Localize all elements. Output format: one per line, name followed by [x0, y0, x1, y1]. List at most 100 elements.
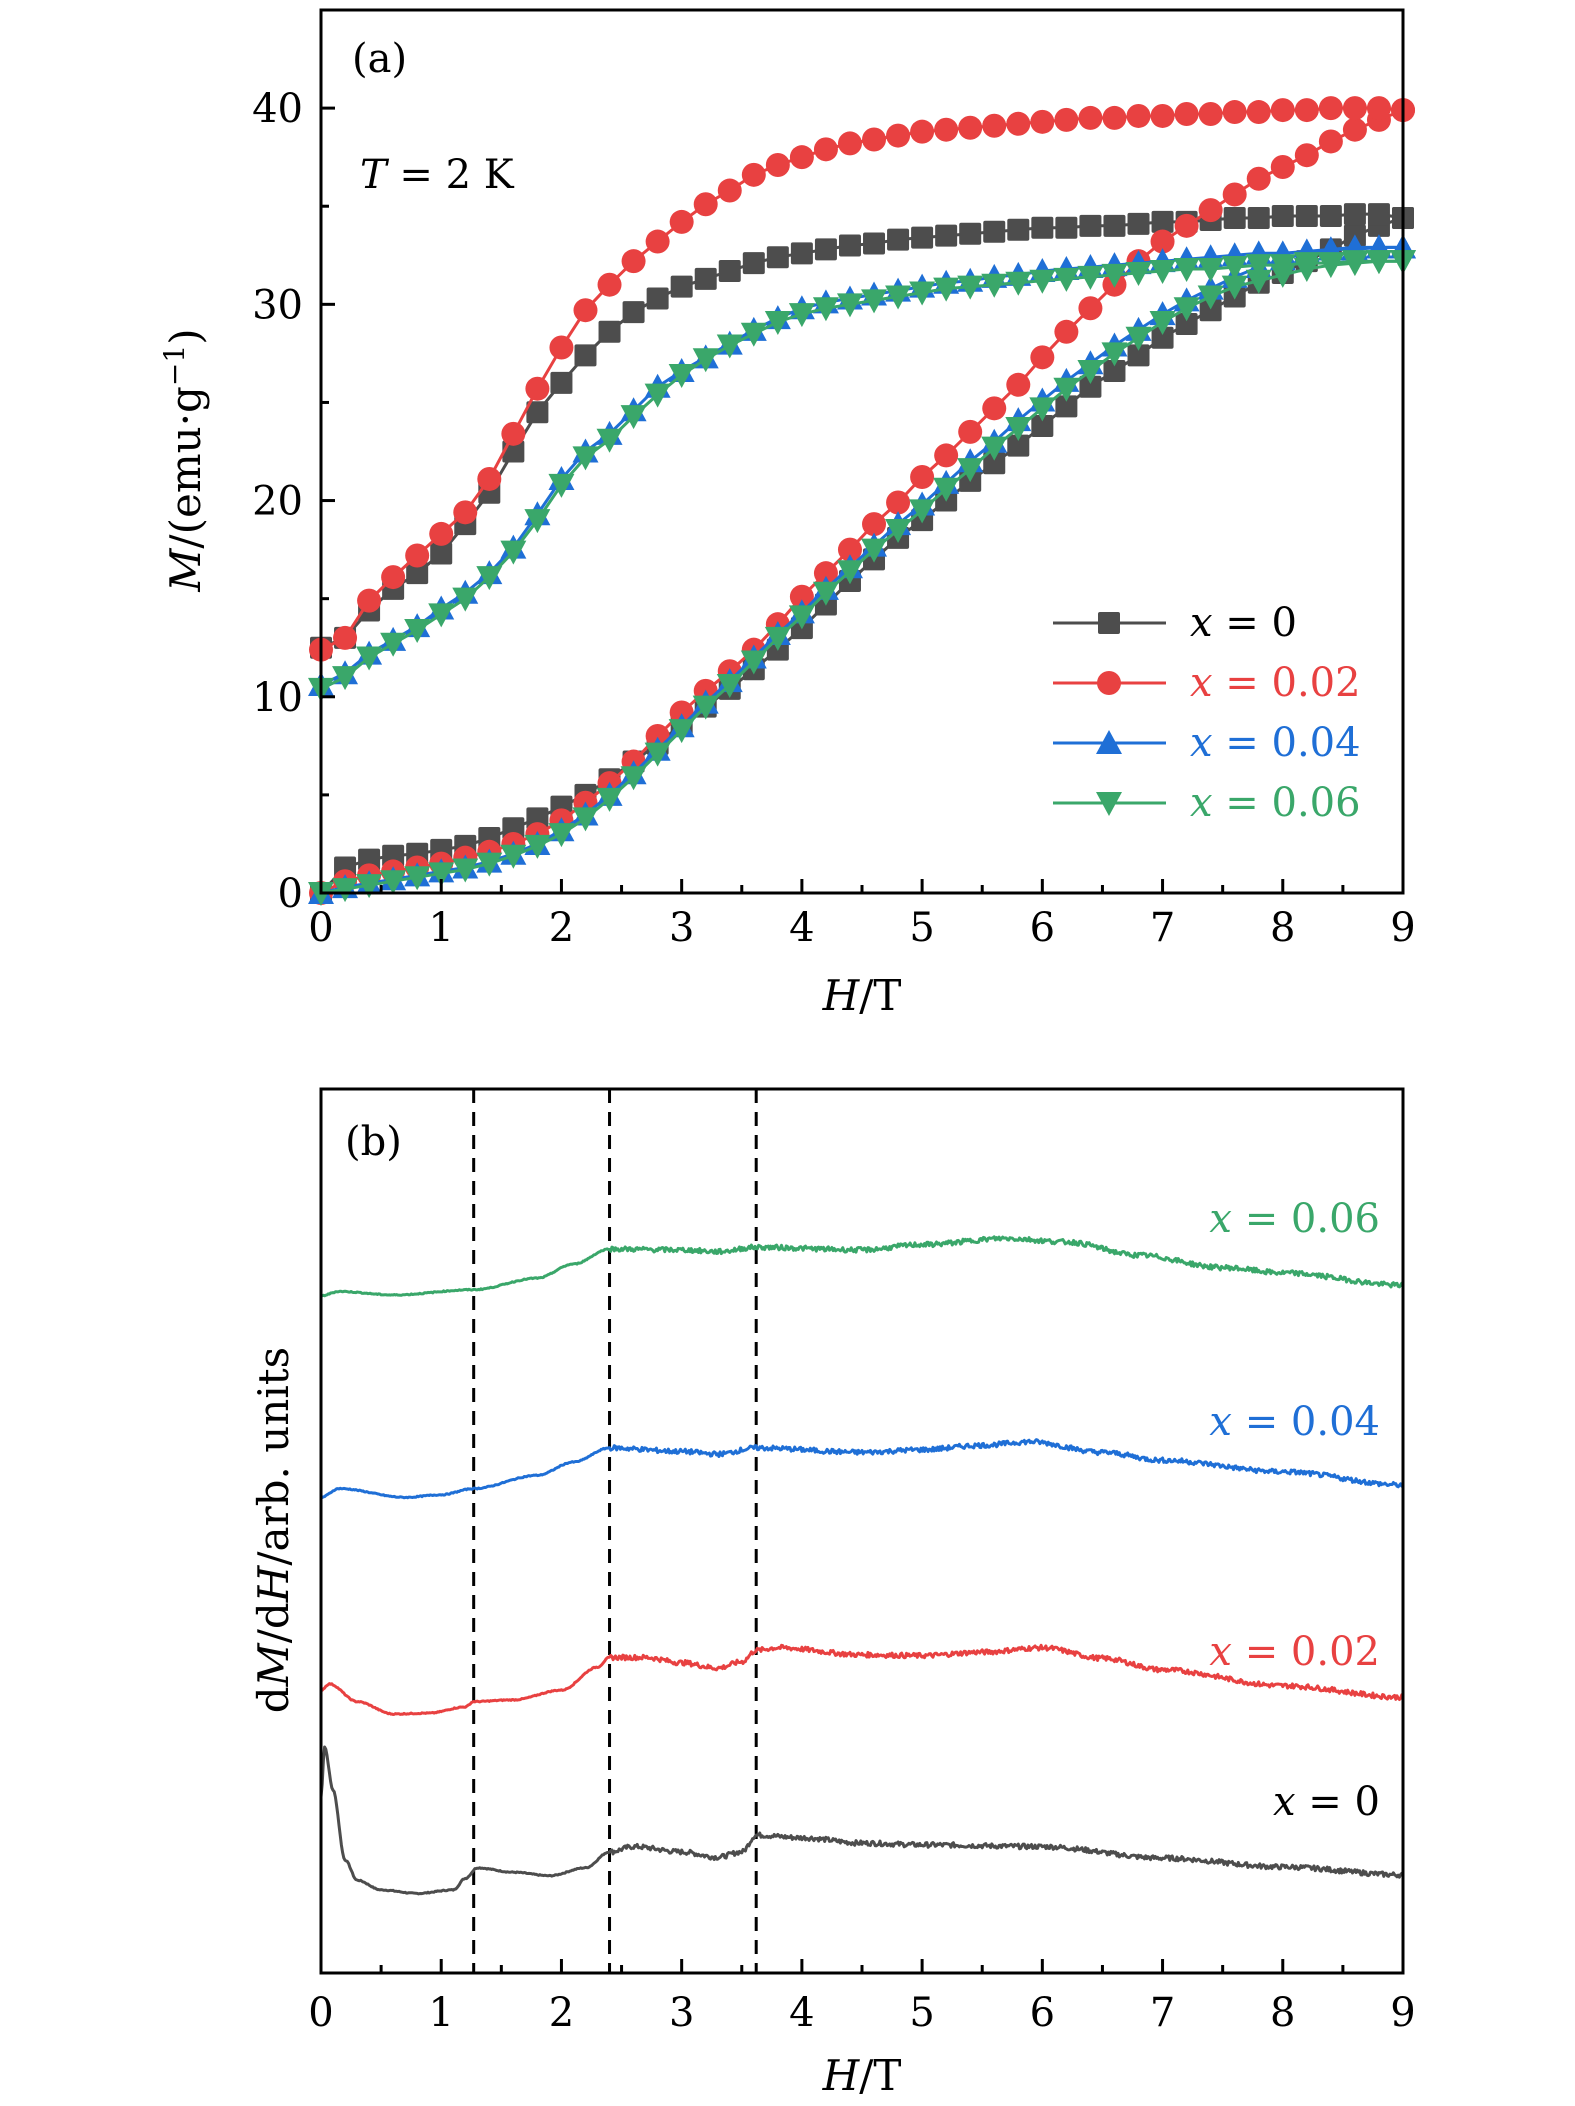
data-point: [1029, 397, 1056, 422]
data-point: [790, 242, 813, 265]
data-point: [524, 509, 551, 534]
data-point: [836, 560, 863, 585]
legend-item: x = 0.06: [1053, 780, 1361, 826]
data-point: [958, 419, 983, 444]
legend-marker: [1096, 792, 1122, 816]
derivative-curve-3: [320, 1235, 1405, 1298]
x-tick-label-b: 0: [308, 1990, 333, 2036]
data-point: [1319, 205, 1342, 228]
data-point: [1343, 203, 1366, 226]
series-label-value: = 0.06: [1232, 1196, 1380, 1242]
data-point: [1173, 258, 1200, 283]
x-tick-label-b: 1: [428, 1990, 453, 2036]
x-tick-label-a: 5: [909, 905, 934, 951]
data-point: [1078, 105, 1103, 130]
data-point: [981, 273, 1008, 298]
data-point: [910, 465, 935, 490]
derivative-curve-0: [319, 1745, 1404, 1896]
data-point: [1102, 105, 1127, 130]
data-point: [838, 234, 861, 257]
data-point: [598, 320, 621, 343]
data-point: [910, 119, 935, 144]
data-point: [886, 123, 911, 148]
data-point: [764, 310, 791, 335]
data-point: [1151, 210, 1174, 233]
data-point: [428, 862, 455, 887]
data-point: [983, 220, 1006, 243]
data-point: [911, 226, 934, 249]
data-point: [694, 267, 717, 290]
data-point: [357, 588, 382, 613]
data-point: [1245, 254, 1272, 279]
data-point: [1007, 218, 1030, 241]
x-tick-label-b: 2: [549, 1990, 574, 2036]
data-point: [1126, 103, 1151, 128]
data-point: [573, 298, 598, 323]
data-point: [669, 209, 694, 234]
temperature-annotation: T = 2 K: [360, 152, 515, 198]
data-point: [863, 232, 886, 255]
x-tick-label-b: 8: [1270, 1990, 1295, 2036]
data-point: [1174, 213, 1199, 238]
legend-var: x: [1190, 600, 1213, 646]
x-tick-label-a: 1: [428, 905, 453, 951]
panel-b-series-labels: x = 0x = 0.02x = 0.04x = 0.06: [1209, 1196, 1380, 1825]
legend-var: x: [1190, 660, 1213, 706]
data-point: [524, 834, 551, 859]
data-point: [620, 766, 647, 791]
y-axis-unit-a: /(emu·g: [161, 386, 210, 549]
data-point: [957, 275, 984, 300]
data-point: [550, 371, 573, 394]
y-axis-title-b: dM/dH/arb. units: [249, 1347, 298, 1713]
data-point: [1054, 319, 1079, 344]
data-point: [477, 466, 502, 491]
data-point: [741, 162, 766, 187]
series-line-descending: [320, 212, 1404, 650]
panel-b-ticks: 0 1 2 3 4 5 6 7 8 9: [308, 1959, 1416, 2036]
data-point: [718, 259, 741, 282]
data-point: [406, 562, 429, 585]
series-line-ascending: [320, 108, 1404, 895]
data-point: [788, 605, 815, 630]
data-point: [1030, 109, 1055, 134]
panel-b-dashed-lines: [472, 1089, 758, 1973]
data-point: [1173, 297, 1200, 322]
data-point: [1077, 265, 1104, 290]
panel-a-ticks: 0 1 2 3 4 5 6 7 8 9 0 10 20 30 40: [252, 86, 1416, 951]
data-point: [692, 348, 719, 373]
data-point: [764, 626, 791, 651]
data-point: [620, 405, 647, 430]
data-point: [1101, 263, 1128, 288]
data-point: [356, 874, 383, 899]
data-point: [982, 113, 1007, 138]
data-point: [983, 452, 1006, 475]
x-tick-label-b: 7: [1150, 1990, 1175, 2036]
y-axis-exp-a: −1: [158, 345, 191, 386]
data-point: [717, 178, 742, 203]
legend-label: x = 0: [1190, 600, 1297, 646]
data-point: [1199, 299, 1222, 322]
data-point: [1222, 100, 1247, 125]
data-point: [356, 646, 383, 671]
data-point: [621, 249, 646, 274]
data-point: [1055, 216, 1078, 239]
data-point: [574, 344, 597, 367]
data-point: [813, 137, 838, 162]
series-label-value: = 0.02: [1232, 1629, 1380, 1675]
data-point: [935, 224, 958, 247]
x-axis-title-b: H/T: [822, 2051, 902, 2100]
y-tick-label-a: 10: [252, 675, 303, 721]
series-label-var: x: [1209, 1629, 1232, 1675]
data-point: [885, 518, 912, 543]
data-point: [1103, 360, 1126, 383]
data-point: [1125, 261, 1152, 286]
data-point: [909, 281, 936, 306]
data-point: [812, 581, 839, 606]
legend-item: x = 0.04: [1053, 720, 1361, 766]
data-point: [742, 252, 765, 275]
data-point: [788, 303, 815, 328]
data-point: [405, 543, 430, 568]
data-point: [1055, 395, 1078, 418]
y-axis-close-a: ): [161, 328, 210, 344]
